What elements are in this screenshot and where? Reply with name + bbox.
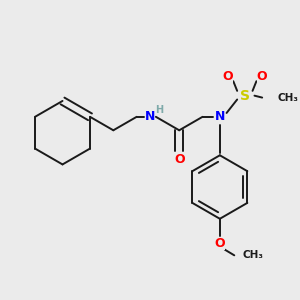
Text: N: N bbox=[215, 110, 225, 123]
Text: O: O bbox=[257, 70, 268, 83]
Text: H: H bbox=[155, 105, 163, 115]
Text: O: O bbox=[214, 237, 225, 250]
Text: CH₃: CH₃ bbox=[243, 250, 264, 260]
Text: S: S bbox=[240, 89, 250, 103]
Text: O: O bbox=[222, 70, 233, 83]
Text: N: N bbox=[145, 110, 155, 123]
Text: CH₃: CH₃ bbox=[278, 93, 298, 103]
Text: O: O bbox=[174, 153, 184, 166]
